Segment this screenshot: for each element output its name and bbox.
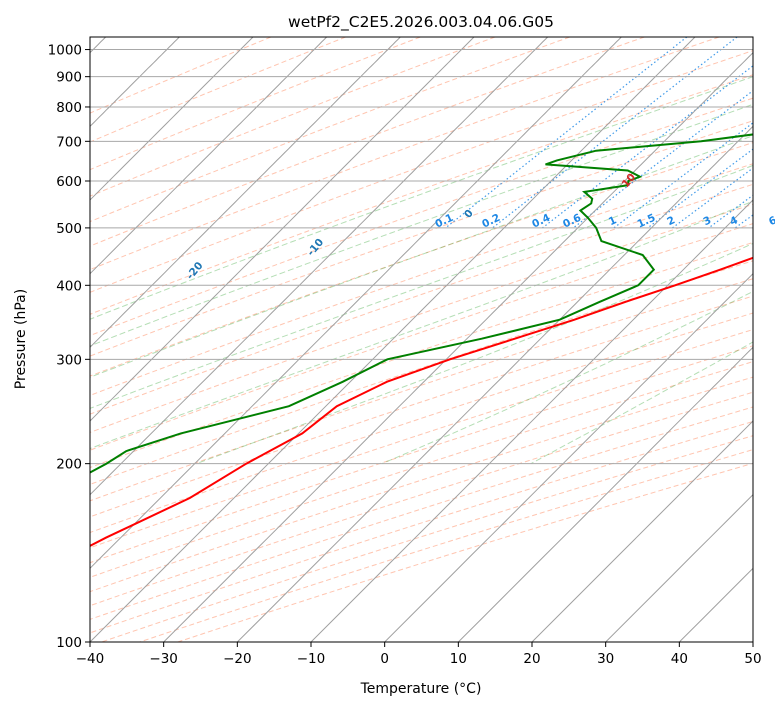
sounding-profiles — [90, 133, 753, 548]
x-tick-label: −10 — [297, 651, 326, 667]
moist-adiabat-line — [90, 164, 753, 409]
dry-adiabat-line — [90, 97, 753, 337]
dry-adiabat-line — [90, 223, 753, 451]
mixing-ratio-label: 4 — [728, 214, 740, 228]
dewpoint-profile-line — [90, 133, 753, 474]
y-axis-ticks: 100 200 300 400 500 600 700 800 900 1000 — [48, 43, 90, 651]
dry-adiabat-line — [90, 312, 753, 534]
x-tick-label: 40 — [671, 651, 688, 667]
mixing-ratio-line — [572, 89, 753, 229]
mixing-ratio-label: 1 — [607, 214, 619, 228]
dry-adiabat-line — [90, 37, 421, 171]
y-tick-label: 800 — [56, 100, 82, 116]
dry-adiabat-line — [90, 37, 346, 143]
isotherm-line — [90, 37, 254, 201]
isotherm-line — [90, 37, 180, 128]
mixing-ratio-line — [734, 214, 753, 229]
dry-adiabat-line — [90, 361, 753, 578]
dry-adiabat-line — [101, 435, 753, 642]
dry-adiabat-line — [90, 37, 496, 197]
isotherm-line — [752, 641, 753, 642]
dry-adiabat-line — [90, 241, 753, 469]
dry-adiabat-line — [90, 37, 720, 271]
dry-adiabat-line — [90, 376, 753, 593]
isotherm-line — [90, 37, 549, 496]
temperature-profile-line — [90, 256, 753, 548]
y-tick-label: 200 — [56, 457, 82, 473]
isotherm-line — [605, 493, 753, 642]
dry-adiabat-line — [90, 260, 753, 485]
y-tick-label: 300 — [56, 352, 82, 368]
dry-adiabat-line — [90, 120, 753, 357]
dry-adiabat-line — [90, 163, 753, 396]
y-tick-label: 400 — [56, 278, 82, 294]
y-tick-label: 500 — [56, 221, 82, 237]
isotherm-line — [310, 199, 753, 642]
y-tick-label: 600 — [56, 174, 82, 190]
x-tick-label: 30 — [597, 651, 614, 667]
dry-adiabat-line — [90, 37, 645, 247]
moist-adiabat-line — [90, 135, 753, 378]
x-tick-label: 10 — [450, 651, 467, 667]
y-tick-label: 1000 — [48, 43, 82, 59]
isotherm-line — [90, 37, 401, 349]
pressure-gridlines — [90, 37, 753, 642]
dry-adiabat-line — [90, 295, 753, 518]
dry-adiabat-label: -20 — [184, 260, 205, 282]
dry-adiabat-line — [90, 37, 570, 223]
x-tick-label: −30 — [149, 651, 178, 667]
mixing-ratio-label: 3 — [701, 214, 713, 228]
dry-adiabat-line — [90, 278, 753, 502]
chart-title: wetPf2_C2E5.2026.003.04.06.G05 — [288, 13, 554, 32]
mixing-ratio-line — [492, 37, 738, 229]
x-axis-label: Temperature (°C) — [360, 681, 482, 697]
moist-adiabat-line — [196, 242, 753, 465]
isotherm-line — [236, 125, 753, 642]
x-tick-label: −40 — [76, 651, 105, 667]
dry-adiabat-line — [90, 183, 753, 415]
dry-adiabat-line — [90, 74, 753, 315]
moist-adiabat-line — [530, 341, 753, 465]
y-tick-label: 900 — [56, 70, 82, 86]
dry-adiabat-line — [90, 142, 753, 377]
moist-adiabat-line — [381, 290, 753, 465]
y-axis-label: Pressure (hPa) — [13, 289, 29, 389]
isotherm-line — [531, 420, 753, 642]
isotherm-line — [457, 346, 753, 642]
background-lines — [90, 37, 753, 642]
mixing-ratio-label: 6 — [767, 214, 775, 228]
x-tick-label: 50 — [744, 651, 761, 667]
isotherm-line — [90, 37, 475, 422]
dry-adiabat-label: -10 — [305, 236, 326, 258]
dry-adiabat-line — [90, 50, 753, 293]
isotherm-line — [163, 51, 753, 642]
moist-adiabat-line — [90, 76, 753, 320]
plot-frame — [89, 36, 754, 643]
x-tick-label: 20 — [523, 651, 540, 667]
x-axis-ticks: −40 −30 −20 −10 0 10 20 30 40 50 — [76, 642, 762, 667]
dry-adiabat-line — [90, 391, 753, 607]
isotherm-line — [384, 272, 753, 642]
isotherm-line — [90, 37, 696, 642]
mixing-ratio-label: 2 — [665, 214, 677, 228]
isotherm-line — [90, 37, 622, 570]
mixing-ratio-line — [542, 65, 753, 229]
dry-adiabat-line — [90, 203, 753, 433]
y-tick-label: 100 — [56, 635, 82, 651]
mixing-ratio-line — [613, 122, 753, 229]
moist-adiabat-line — [90, 103, 753, 347]
moist-adiabat-line — [90, 200, 753, 450]
dry-adiabat-line — [90, 37, 272, 114]
isotherm-line — [90, 37, 328, 275]
dry-adiabat-line — [90, 329, 753, 549]
x-tick-label: 0 — [380, 651, 389, 667]
dry-adiabat-label: 0 — [462, 207, 476, 220]
isotherm-line — [678, 567, 753, 642]
mixing-ratio-line — [672, 167, 753, 229]
y-tick-label: 700 — [56, 134, 82, 150]
x-tick-label: −20 — [223, 651, 252, 667]
dry-adiabat-line — [90, 345, 753, 564]
